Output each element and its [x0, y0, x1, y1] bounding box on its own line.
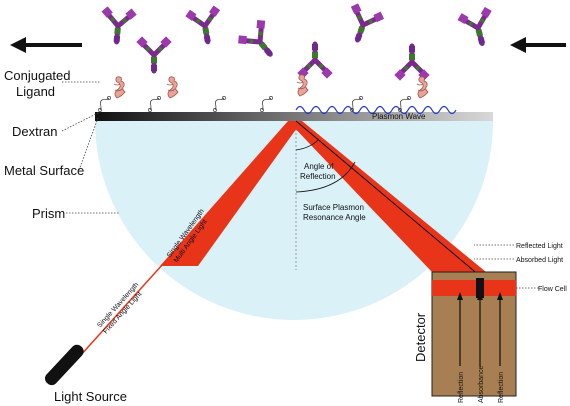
reflected-center-line [295, 120, 481, 277]
protein-ligand-icon [113, 76, 126, 99]
dextran-chain-icon [98, 96, 111, 112]
protein-ligand-icon [296, 74, 309, 97]
label-detector-reflection-right: Reflection [498, 372, 505, 403]
dextran-chain-icon [259, 96, 274, 112]
antibody-icon [234, 16, 283, 65]
label-light-source: Light Source [54, 389, 127, 404]
leader-lines [61, 81, 540, 289]
light-source [44, 344, 84, 386]
metal-surface [95, 112, 493, 121]
label-angle-of-reflection-1: Angle of [304, 162, 334, 171]
label-reflected-light: Reflected Light [516, 243, 563, 250]
antibody-icon [136, 36, 171, 71]
label-spr-angle-1: Surface Plasmon [303, 203, 364, 212]
label-detector-absorbance: Absorbance [478, 366, 485, 403]
label-angle-of-reflection-2: Reflection [300, 172, 336, 181]
plasmon-wave [295, 105, 457, 115]
label-prism: Prism [32, 206, 65, 221]
reflected-beam [288, 121, 486, 272]
reflection-angle-arc [295, 139, 319, 151]
protein-ligand-icon [416, 76, 429, 99]
label-conjugated-ligand-1: Conjugated [4, 68, 71, 83]
antibody-icon [297, 44, 332, 79]
antibody-icon [341, 1, 386, 46]
antibody-icon [394, 46, 429, 81]
detector [431, 271, 517, 397]
label-spr-angle-2: Resonance Angle [303, 213, 366, 222]
incident-multi-beam [160, 121, 302, 266]
label-absorbed-light: Absorbed Light [516, 257, 563, 264]
antibody-icon [456, 5, 499, 48]
arrow-left-icon [10, 37, 82, 53]
dextran-chain-icon [147, 96, 162, 112]
spr-angle-arc [295, 161, 356, 193]
prism [95, 121, 493, 320]
antibody-icon [184, 5, 225, 45]
label-detector-reflection-left: Reflection [458, 372, 465, 403]
antibody-icon [99, 6, 137, 44]
label-flow-cell: Flow Cell [538, 286, 567, 293]
arrow-left-icon [510, 37, 566, 53]
label-dextran: Dextran [12, 124, 58, 139]
dextran-chain-icon [212, 96, 227, 112]
label-detector: Detector [413, 312, 428, 362]
protein-ligand-icon [166, 76, 179, 99]
label-metal-surface: Metal Surface [4, 163, 84, 178]
label-plasmon-wave: Plasmon Wave [372, 112, 426, 121]
label-conjugated-ligand-2: Ligand [16, 84, 55, 99]
